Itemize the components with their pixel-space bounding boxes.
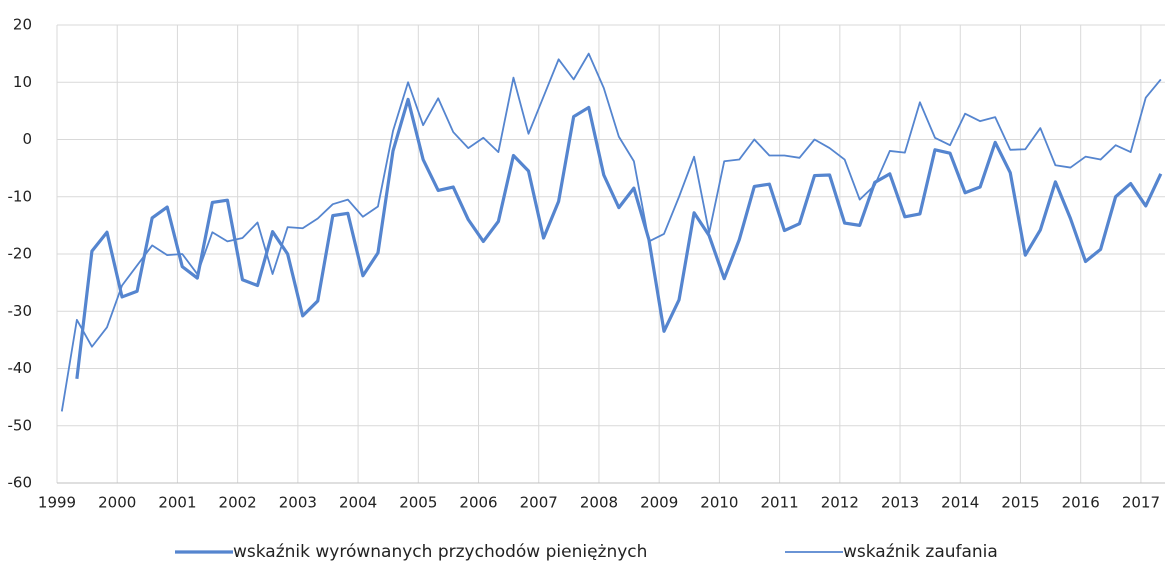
y-tick-label: -60	[8, 474, 33, 492]
y-tick-label: -30	[8, 302, 33, 320]
y-tick-label: 10	[13, 73, 32, 91]
x-tick-label: 2011	[761, 494, 799, 512]
y-tick-label: -20	[8, 245, 33, 263]
x-tick-label: 2005	[399, 494, 437, 512]
x-tick-label: 2003	[279, 494, 317, 512]
y-tick-label: -50	[8, 416, 33, 434]
y-tick-label: 20	[13, 16, 32, 34]
x-tick-label: 2009	[640, 494, 678, 512]
x-tick-label: 1999	[38, 494, 76, 512]
x-tick-label: 2007	[520, 494, 558, 512]
x-tick-label: 2013	[881, 494, 919, 512]
x-tick-label: 2014	[941, 494, 979, 512]
legend-label: wskaźnik zaufania	[843, 542, 998, 562]
y-tick-label: -40	[8, 359, 33, 377]
x-tick-label: 2004	[339, 494, 377, 512]
x-tick-label: 2012	[821, 494, 859, 512]
series-line	[60, 52, 1162, 412]
series-line	[75, 97, 1163, 379]
y-tick-label: -10	[8, 187, 33, 205]
x-tick-label: 2006	[459, 494, 497, 512]
x-tick-label: 2008	[580, 494, 618, 512]
x-tick-label: 2010	[700, 494, 738, 512]
x-tick-label: 2000	[98, 494, 136, 512]
x-tick-label: 2016	[1062, 494, 1100, 512]
x-tick-label: 2017	[1122, 494, 1160, 512]
legend-label: wskaźnik wyrównanych przychodów pieniężn…	[233, 542, 647, 562]
x-tick-label: 2015	[1001, 494, 1039, 512]
x-tick-label: 2002	[219, 494, 257, 512]
x-tick-label: 2001	[158, 494, 196, 512]
y-tick-label: 0	[22, 130, 32, 148]
